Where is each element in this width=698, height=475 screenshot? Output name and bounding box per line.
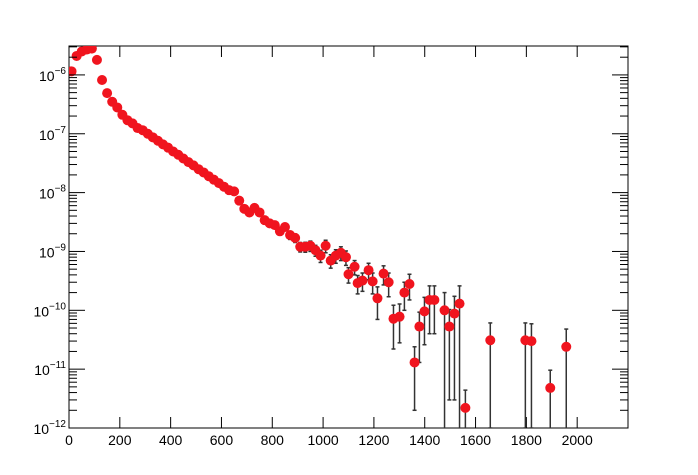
y-tick-label: 10−9 [39, 242, 66, 260]
data-point [419, 306, 430, 317]
y-tick-base: 10 [39, 127, 55, 143]
data-point [449, 308, 460, 319]
data-point [561, 341, 572, 352]
x-tick-label: 1600 [460, 432, 491, 448]
y-tick-exponent: −9 [55, 242, 67, 253]
data-point [340, 252, 351, 263]
data-point [97, 74, 108, 85]
x-tick-label: 1000 [308, 432, 339, 448]
data-point [378, 268, 389, 279]
data-point [363, 265, 374, 276]
y-tick-exponent: −8 [55, 184, 67, 195]
data-point [367, 276, 378, 287]
x-tick-label: 1200 [358, 432, 389, 448]
y-tick-label: 10−6 [39, 66, 66, 84]
y-tick-base: 10 [33, 421, 49, 437]
y-tick-base: 10 [39, 186, 55, 202]
y-tick-exponent: −6 [55, 66, 67, 77]
y-tick-label: 10−10 [33, 301, 66, 319]
data-point [460, 402, 471, 413]
data-point [69, 66, 77, 77]
data-point [112, 102, 123, 113]
y-tick-exponent: −7 [55, 125, 67, 136]
data-point [102, 88, 113, 99]
data-point [404, 278, 415, 289]
y-tick-label: 10−11 [34, 360, 66, 378]
y-tick-exponent: −11 [50, 360, 67, 371]
data-point [279, 222, 290, 233]
plot-frame [68, 45, 629, 429]
y-tick-base: 10 [39, 68, 55, 84]
data-point [383, 277, 394, 288]
x-tick-label: 0 [65, 432, 73, 448]
data-point [414, 321, 425, 332]
data-point [254, 207, 265, 218]
x-tick-label: 2000 [562, 432, 593, 448]
data-point [439, 305, 450, 316]
x-tick-label: 400 [159, 432, 183, 448]
data-point [343, 269, 354, 280]
x-tick-label: 600 [210, 432, 234, 448]
x-tick-label: 800 [261, 432, 285, 448]
x-tick-label: 1400 [409, 432, 440, 448]
plot-area [69, 46, 572, 428]
data-point [320, 240, 331, 251]
y-tick-label: 10−8 [39, 184, 66, 202]
data-point [454, 298, 465, 309]
data-point [290, 232, 301, 243]
data-point [349, 261, 360, 272]
y-tick-base: 10 [39, 244, 55, 260]
y-tick-label: 10−7 [39, 125, 66, 143]
y-tick-base: 10 [33, 303, 49, 319]
y-tick-exponent: −12 [49, 419, 66, 430]
data-point [234, 195, 245, 206]
y-tick-base: 10 [34, 362, 50, 378]
data-point [229, 186, 240, 197]
data-point [545, 382, 556, 393]
data-point [399, 287, 410, 298]
y-tick-exponent: −10 [49, 301, 66, 312]
x-tick-label: 200 [108, 432, 132, 448]
data-point [444, 321, 455, 332]
data-point [394, 311, 405, 322]
data-point [485, 335, 496, 346]
data-point [91, 54, 102, 65]
y-tick-label: 10−12 [33, 419, 66, 437]
data-point [315, 250, 326, 261]
data-point [409, 357, 420, 368]
x-tick-label: 1800 [511, 432, 542, 448]
data-point [372, 293, 383, 304]
data-point [357, 275, 368, 286]
data-point [526, 336, 537, 347]
data-point [86, 46, 97, 54]
data-point [429, 294, 440, 305]
